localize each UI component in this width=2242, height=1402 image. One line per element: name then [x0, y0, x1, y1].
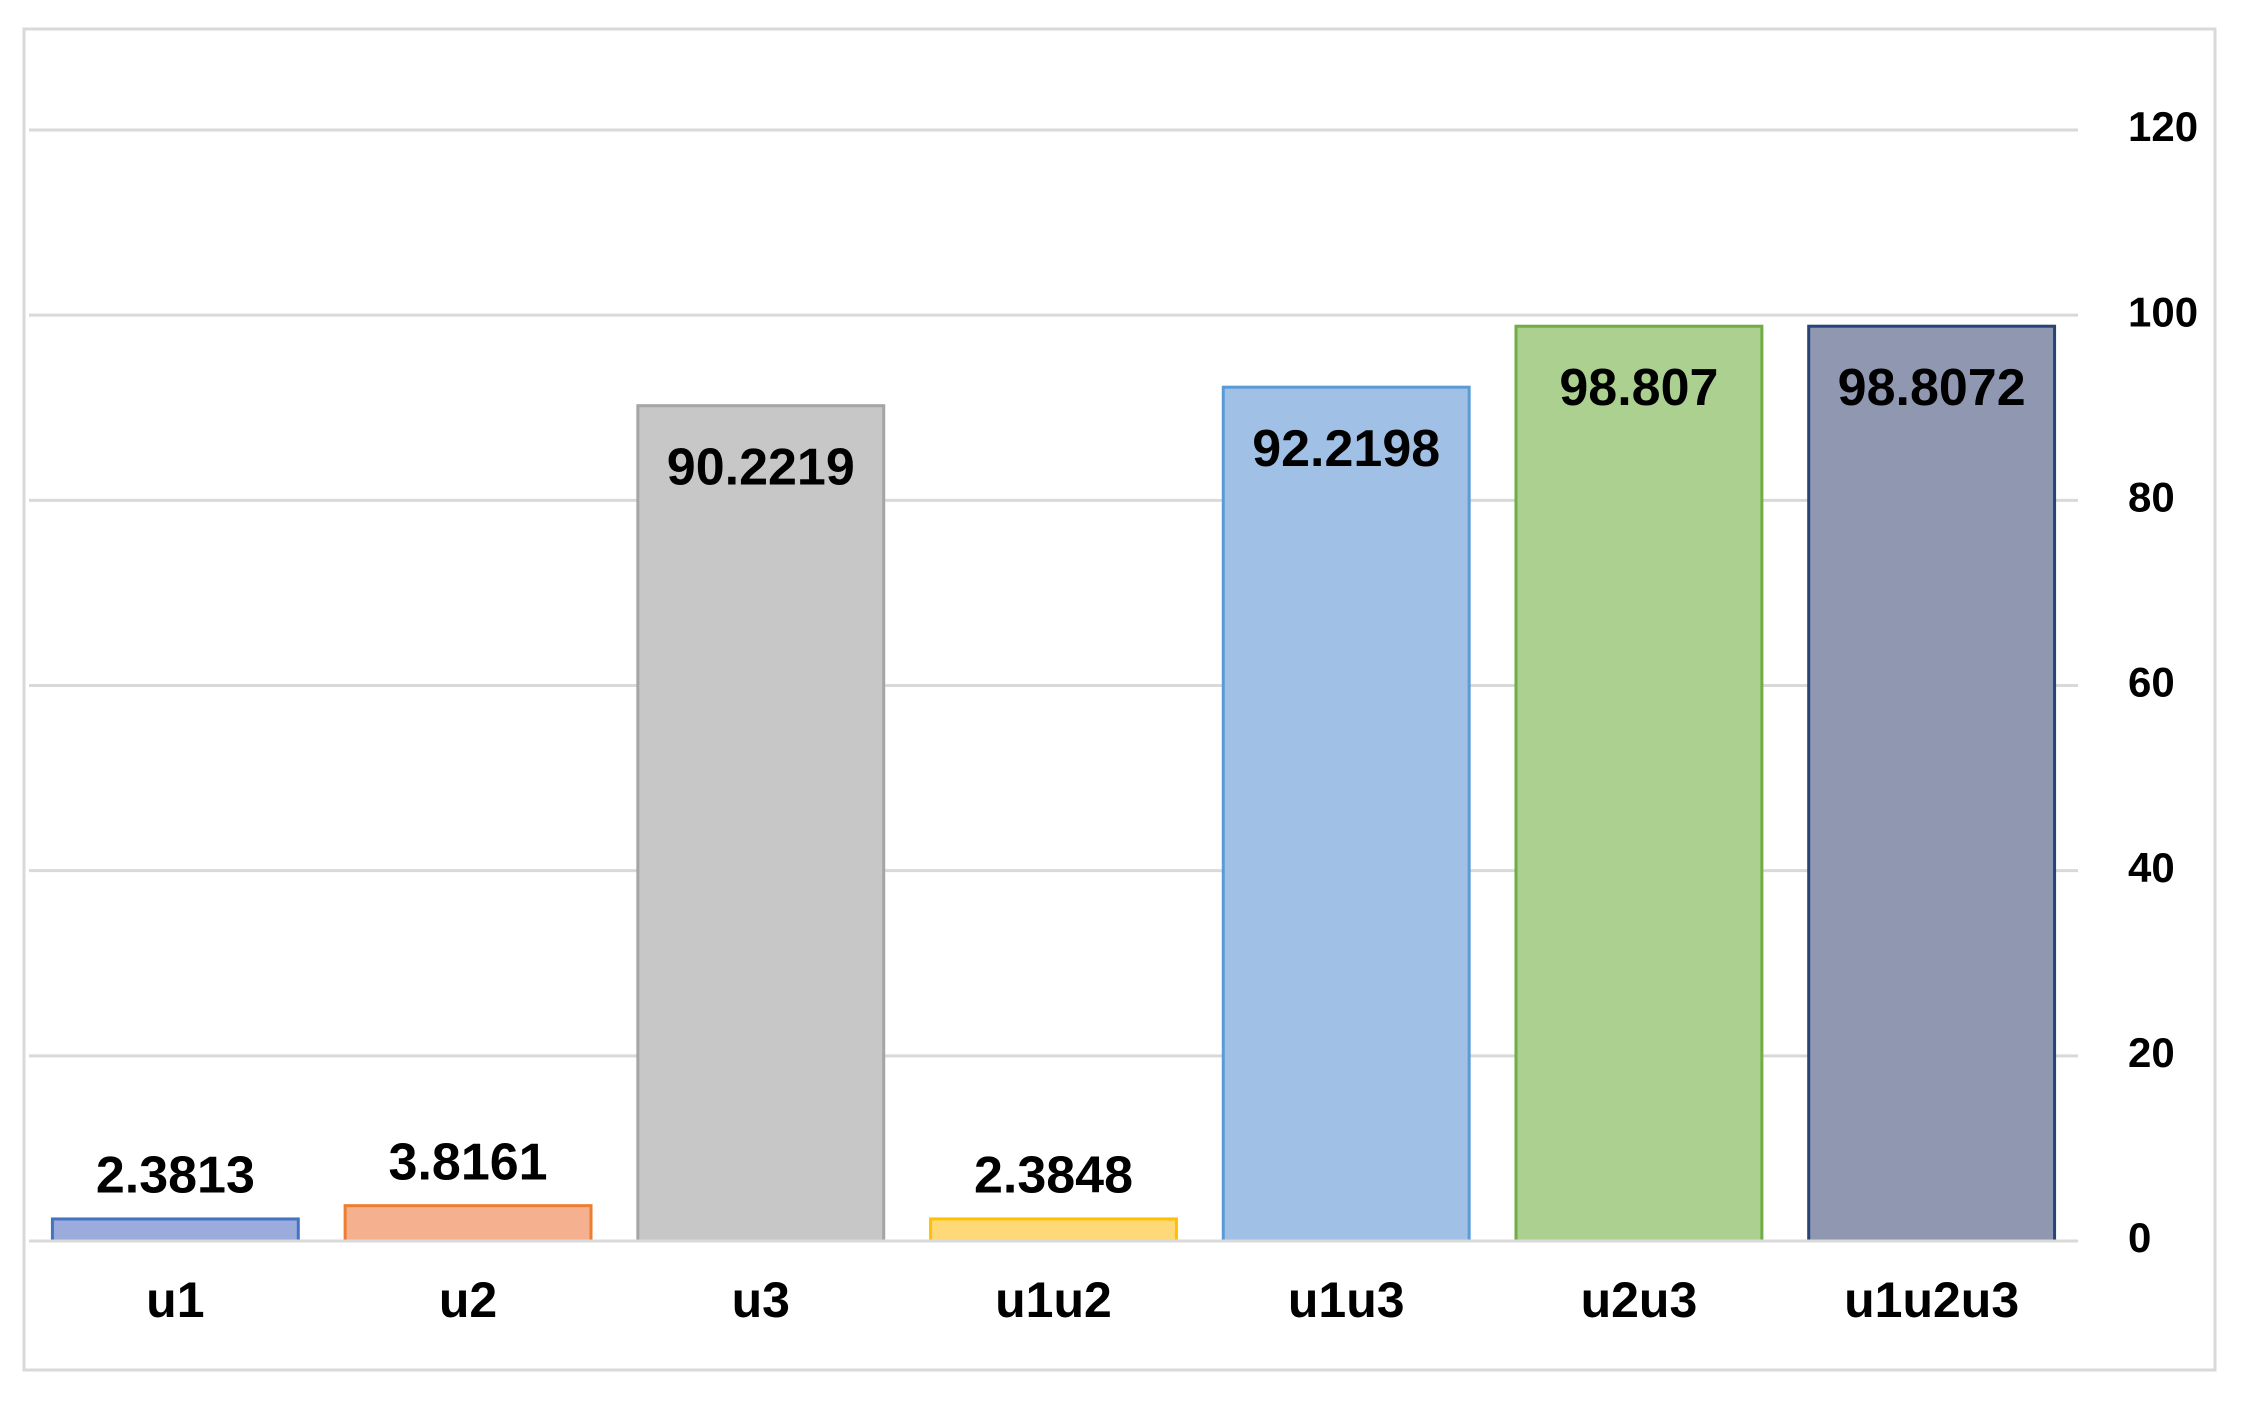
x-tick-label: u1u2u3 [1844, 1272, 2019, 1328]
data-label: 98.8072 [1838, 359, 2026, 417]
bar [636, 404, 886, 1243]
data-label: 90.2219 [667, 438, 855, 496]
y-tick-label: 80 [2128, 473, 2175, 520]
bar [929, 1217, 1178, 1243]
data-label: 98.807 [1559, 359, 1718, 417]
x-tick-label: u1 [146, 1272, 204, 1328]
x-tick-label: u2u3 [1581, 1272, 1698, 1328]
data-label: 3.8161 [389, 1133, 548, 1191]
y-tick-label: 120 [2128, 103, 2198, 150]
bar [50, 1217, 300, 1243]
y-tick-label: 100 [2128, 288, 2198, 335]
bar [343, 1204, 593, 1243]
bar [1221, 385, 1471, 1243]
x-tick-label: u3 [732, 1272, 790, 1328]
x-tick-label: u1u3 [1288, 1272, 1405, 1328]
data-label: 2.3813 [96, 1147, 255, 1205]
y-tick-label: 20 [2128, 1029, 2175, 1076]
bar [1514, 324, 1764, 1243]
y-tick-label: 60 [2128, 659, 2175, 706]
y-tick-label: 0 [2128, 1214, 2151, 1261]
y-tick-label: 40 [2128, 844, 2175, 891]
data-label: 2.3848 [974, 1147, 1133, 1205]
bar [1807, 324, 2057, 1243]
x-tick-label: u2 [439, 1272, 497, 1328]
data-label: 92.2198 [1252, 420, 1440, 478]
x-tick-label: u1u2 [995, 1272, 1112, 1328]
